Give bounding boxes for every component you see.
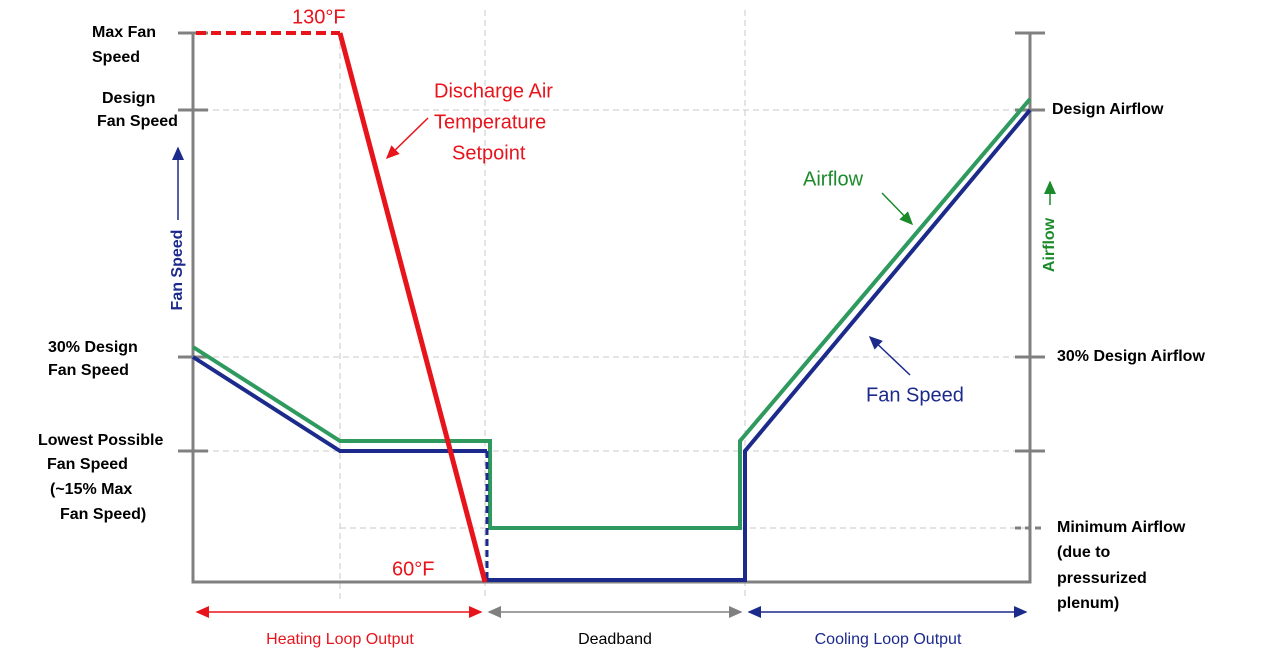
right-label: Minimum Airflow: [1057, 519, 1186, 536]
grid: [193, 10, 1030, 600]
left-label: Lowest Possible: [38, 432, 163, 449]
left-label: (~15% Max: [50, 481, 132, 498]
fan-speed-line: [191, 355, 487, 453]
segment-label: Cooling Loop Output: [815, 631, 962, 648]
right-label: pressurized: [1057, 570, 1147, 587]
bottom-segments: Heating Loop Output Deadband Cooling Loo…: [195, 606, 1028, 648]
airflow-arrow: [881, 192, 914, 226]
right-axis-title: Airflow: [1041, 217, 1058, 272]
left-label: Fan Speed: [48, 362, 129, 379]
setpoint-label: Discharge Air: [434, 80, 553, 102]
left-labels: Max Fan Speed Design Fan Speed 30% Desig…: [38, 24, 178, 523]
airflow-label: Airflow: [803, 168, 864, 190]
fan-speed-line: [485, 108, 1032, 582]
left-label: 30% Design: [48, 339, 138, 356]
annotations: 130°F 60°F Discharge Air Temperature Set…: [292, 6, 964, 580]
right-label: plenum): [1057, 595, 1119, 612]
fan-speed-label: Fan Speed: [866, 384, 964, 406]
left-axis-title: Fan Speed: [169, 230, 186, 311]
setpoint-arrow: [385, 117, 429, 160]
setpoint-label: Setpoint: [452, 142, 526, 164]
high-temp-label: 130°F: [292, 6, 346, 28]
axes: [178, 31, 1045, 584]
curves: [191, 31, 1032, 583]
left-label: Max Fan: [92, 24, 156, 41]
left-label: Fan Speed: [97, 113, 178, 130]
left-label: Fan Speed: [47, 456, 128, 473]
right-labels: Design Airflow 30% Design Airflow Minimu…: [1052, 101, 1205, 612]
low-temp-label: 60°F: [392, 558, 434, 580]
segment-label: Heating Loop Output: [266, 631, 414, 648]
left-label: Fan Speed): [60, 506, 146, 523]
setpoint-label: Temperature: [434, 111, 546, 133]
setpoint-line: [337, 32, 488, 583]
right-label: (due to: [1057, 544, 1111, 561]
segment-label: Deadband: [578, 631, 652, 648]
right-label: 30% Design Airflow: [1057, 348, 1205, 365]
left-label: Speed: [92, 49, 140, 66]
right-label: Design Airflow: [1052, 101, 1164, 118]
left-label: Design: [102, 90, 155, 107]
fan-speed-arrow: [868, 335, 911, 376]
airflow-line: [191, 97, 1032, 530]
